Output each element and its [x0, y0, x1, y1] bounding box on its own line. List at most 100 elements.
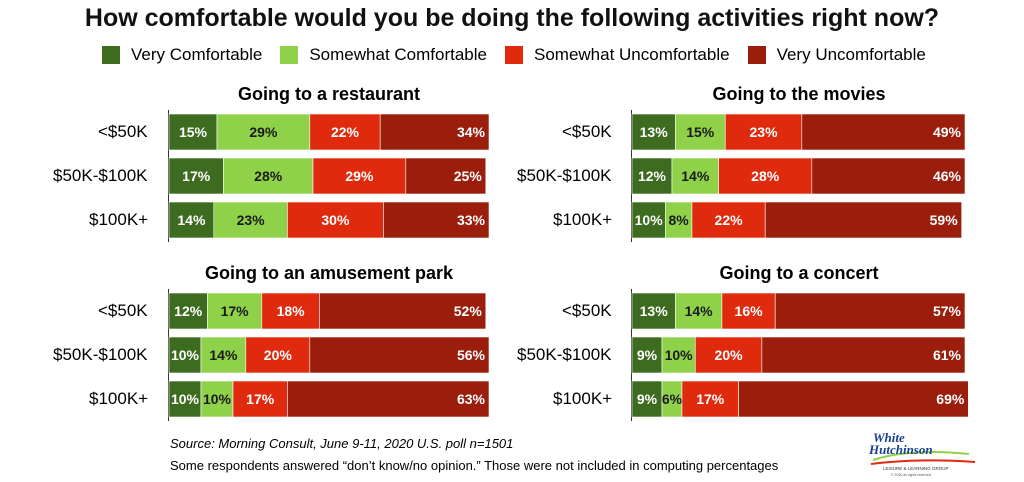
bar-segment-somewhat-comfortable	[200, 380, 234, 418]
bar-segment-very-comfortable	[168, 201, 215, 239]
bar-segment-somewhat-uncomfortable	[261, 292, 320, 330]
bar-segment-very-comfortable	[168, 157, 224, 195]
logo-swoosh-green	[872, 451, 970, 461]
stacked-bar-svg: 10% 14% 20% 56%	[168, 336, 490, 374]
bar-segment-very-uncomfortable	[309, 336, 490, 374]
logo-tagline: LEISURE & LEARNING GROUP	[883, 466, 949, 471]
row-label: $50K-$100K	[53, 166, 148, 185]
bar-segment-very-uncomfortable	[764, 201, 962, 239]
panel-movies: Going to the movies <$50K 13% 15% 23% 49% $50K…	[500, 84, 980, 242]
bar-segment-very-uncomfortable	[383, 201, 490, 239]
data-label: 8%	[669, 212, 690, 228]
legend-item-very-uncomfortable: Very Uncomfortable	[747, 45, 926, 65]
panel-title: Going to a concert	[719, 263, 879, 283]
bar-segment-very-uncomfortable	[319, 292, 487, 330]
data-label: 30%	[321, 212, 350, 228]
panel-title: Going to a restaurant	[238, 84, 421, 104]
row-label: $50K-$100K	[53, 345, 148, 364]
legend-label: Very Uncomfortable	[776, 45, 926, 64]
stacked-bar: 17% 28% 29% 25%	[168, 157, 487, 195]
bar-segment-very-comfortable	[168, 292, 208, 330]
stacked-bar: 9% 6% 17% 69%	[631, 380, 969, 418]
bar-segment-somewhat-comfortable	[200, 336, 247, 374]
row-label: $100K+	[553, 389, 613, 408]
data-label: 61%	[933, 347, 962, 363]
data-label: 57%	[933, 303, 962, 319]
data-label: 17%	[221, 303, 250, 319]
stacked-bar: 12% 17% 18% 52%	[168, 292, 487, 330]
logo-swoosh-red	[870, 459, 976, 465]
data-label: 13%	[640, 124, 669, 140]
data-label: 9%	[637, 347, 658, 363]
stacked-bar-svg: 9% 6% 17% 69%	[631, 380, 969, 418]
bar-segment-somewhat-uncomfortable	[245, 336, 311, 374]
row-label: <$50K	[562, 301, 612, 320]
data-label: 28%	[751, 168, 780, 184]
data-label: 6%	[662, 391, 683, 407]
legend: Very Comfortable Somewhat Comfortable So…	[102, 44, 944, 66]
stacked-bar: 10% 10% 17% 63%	[168, 380, 490, 418]
data-label: 10%	[203, 391, 232, 407]
data-label: 29%	[249, 124, 278, 140]
panel-title: Going to an amusement park	[205, 263, 454, 283]
logo-line2: Hutchinson	[869, 442, 933, 457]
row-label: $100K+	[89, 389, 149, 408]
bar-segment-very-comfortable	[168, 113, 218, 151]
stacked-bar-svg: 9% 10% 20% 61%	[631, 336, 966, 374]
bar-segment-very-uncomfortable	[774, 292, 966, 330]
panel-concert: Going to a concert <$50K 13% 14% 16% 57% $50K-…	[500, 263, 980, 421]
row-label: $50K-$100K	[517, 166, 612, 185]
stacked-bar: 15% 29% 22% 34%	[168, 113, 490, 151]
stacked-bar: 13% 15% 23% 49%	[631, 113, 966, 151]
bar-segment-somewhat-uncomfortable	[691, 201, 766, 239]
legend-swatch	[102, 46, 120, 64]
row-label: <$50K	[98, 122, 148, 141]
data-label: 23%	[750, 124, 779, 140]
bar-segment-very-comfortable	[168, 336, 202, 374]
data-label: 15%	[179, 124, 208, 140]
data-label: 25%	[454, 168, 483, 184]
bar-segment-very-uncomfortable	[379, 113, 490, 151]
stacked-bar-svg: 15% 29% 22% 34%	[168, 113, 490, 151]
data-label: 12%	[638, 168, 667, 184]
bar-segment-somewhat-comfortable	[216, 113, 311, 151]
data-label: 69%	[936, 391, 965, 407]
row-label: <$50K	[98, 301, 148, 320]
panel-amusement-park: Going to an amusement park <$50K 12% 17% 18%…	[0, 263, 490, 421]
data-label: 14%	[209, 347, 238, 363]
data-label: 14%	[685, 303, 714, 319]
stacked-bar-svg: 17% 28% 29% 25%	[168, 157, 487, 195]
legend-label: Very Comfortable	[131, 45, 263, 64]
bar-segment-somewhat-uncomfortable	[232, 380, 288, 418]
stacked-bar: 10% 14% 20% 56%	[168, 336, 490, 374]
bar-segment-very-uncomfortable	[405, 157, 487, 195]
stacked-bar-svg: 10% 10% 17% 63%	[168, 380, 490, 418]
bar-segment-somewhat-uncomfortable	[721, 292, 776, 330]
legend-item-very-comfortable: Very Comfortable	[102, 45, 262, 65]
data-label: 52%	[454, 303, 483, 319]
data-label: 17%	[696, 391, 725, 407]
data-label: 20%	[715, 347, 744, 363]
chart-title: How comfortable would you be doing the f…	[84, 4, 940, 32]
data-label: 46%	[933, 168, 962, 184]
bar-segment-somewhat-uncomfortable	[694, 336, 763, 374]
axis-line	[631, 289, 632, 421]
bar-segment-very-comfortable	[631, 336, 663, 374]
bar-segment-very-comfortable	[631, 157, 673, 195]
white-hutchinson-logo: White Hutchinson LEISURE & LEARNING GROU…	[869, 430, 976, 477]
data-label: 17%	[246, 391, 275, 407]
data-label: 9%	[637, 391, 658, 407]
legend-swatch	[747, 46, 766, 64]
data-label: 10%	[635, 212, 664, 228]
axis-line	[168, 110, 169, 242]
data-label: 10%	[665, 347, 694, 363]
bar-segment-somewhat-uncomfortable	[724, 113, 803, 151]
bar-segment-somewhat-comfortable	[664, 201, 693, 239]
stacked-bar-svg: 14% 23% 30% 33%	[168, 201, 490, 239]
bar-segment-somewhat-uncomfortable	[718, 157, 813, 195]
bar-segment-very-uncomfortable	[811, 157, 966, 195]
legend-item-somewhat-uncomfortable: Somewhat Uncomfortable	[504, 45, 730, 65]
data-label: 56%	[457, 347, 486, 363]
data-label: 15%	[686, 124, 715, 140]
panel-restaurant: Going to a restaurant <$50K 15% 29% 22% 34% $5…	[0, 84, 490, 242]
